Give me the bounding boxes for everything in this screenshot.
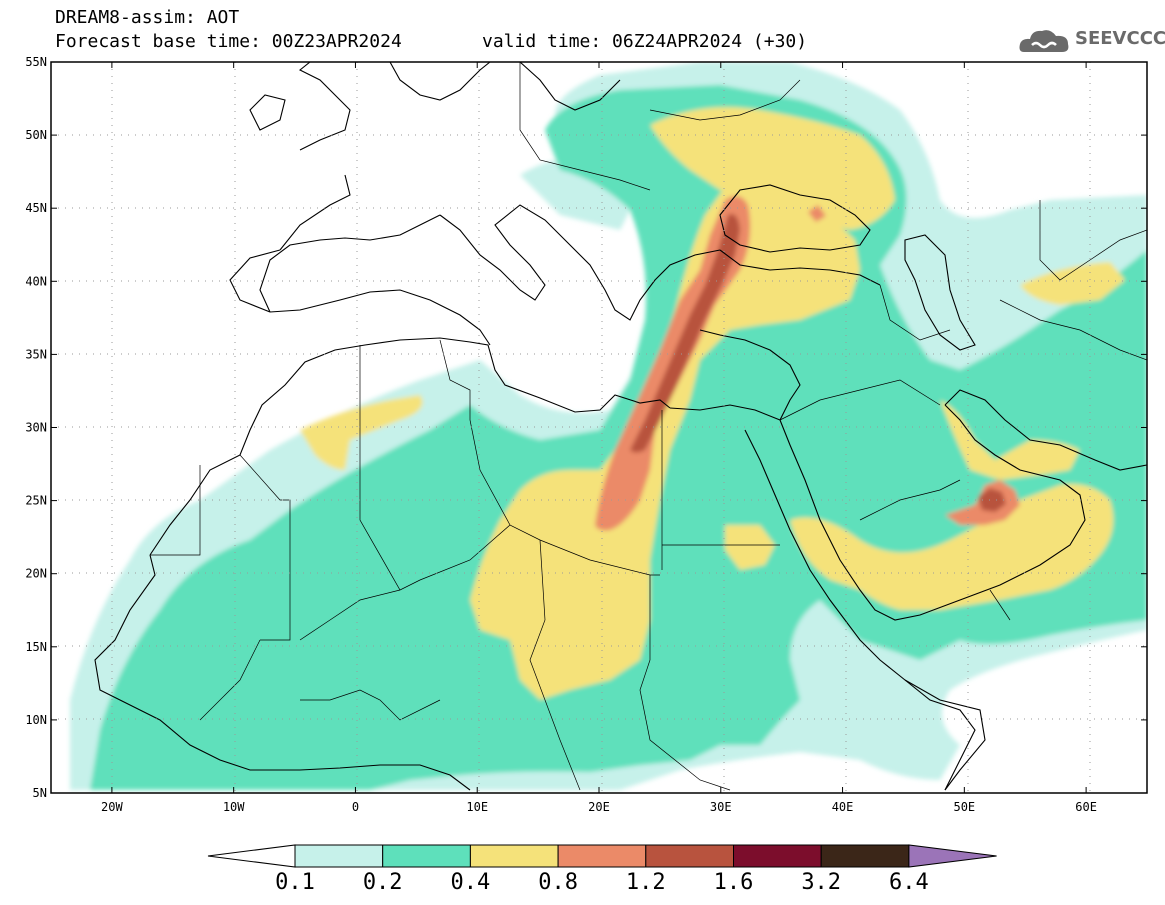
lon-label: 50E bbox=[953, 800, 975, 814]
lon-label: 30E bbox=[710, 800, 732, 814]
lat-label: 30N bbox=[25, 421, 47, 435]
colorbar-swatch bbox=[469, 844, 559, 868]
seevccc-logo: SEEVCCC bbox=[1075, 28, 1165, 49]
colorbar-label: 1.6 bbox=[714, 870, 754, 895]
colorbar-label: 0.4 bbox=[451, 870, 491, 895]
lon-label: 0 bbox=[352, 800, 359, 814]
aot-band-0.4-gulf bbox=[940, 400, 1080, 480]
lon-label: 40E bbox=[832, 800, 854, 814]
colorbar-label: 0.1 bbox=[275, 870, 315, 895]
aot-band-1.2-plume bbox=[630, 214, 740, 453]
latitude-ticks: 55N 50N 45N 40N 35N 30N 25N 20N 15N 10N 5N bbox=[25, 55, 1147, 800]
colorbar-over-arrow bbox=[908, 844, 997, 868]
graticule bbox=[51, 62, 1147, 793]
colorbar-swatch bbox=[382, 844, 471, 868]
valid-time: valid time: 06Z24APR2024 (+30) bbox=[482, 31, 808, 52]
lat-label: 5N bbox=[33, 786, 47, 800]
lat-label: 25N bbox=[25, 494, 47, 508]
longitude-ticks: 20W 10W 0 10E 20E 30E 40E 50E 60E bbox=[101, 62, 1097, 814]
colorbar-label: 0.8 bbox=[538, 870, 578, 895]
aot-field bbox=[51, 62, 1147, 793]
colorbar-swatch bbox=[645, 844, 734, 868]
lat-label: 50N bbox=[25, 128, 47, 142]
colorbar-label: 6.4 bbox=[889, 870, 929, 895]
aot-band-0.4-main bbox=[470, 180, 860, 700]
colorbar-label: 3.2 bbox=[801, 870, 841, 895]
colorbar-swatch bbox=[557, 844, 647, 868]
lat-label: 35N bbox=[25, 347, 47, 361]
lon-label: 60E bbox=[1075, 800, 1097, 814]
lat-label: 45N bbox=[25, 201, 47, 215]
lon-label: 10E bbox=[466, 800, 488, 814]
colorbar: 0.1 0.2 0.4 0.8 1.2 1.6 3.2 6.4 bbox=[207, 844, 997, 895]
aot-band-0.4-sudan bbox=[725, 525, 775, 570]
colorbar-swatch bbox=[294, 844, 384, 868]
colorbar-under-arrow bbox=[207, 844, 296, 868]
lon-label: 10W bbox=[223, 800, 245, 814]
colorbar-label: 0.2 bbox=[363, 870, 403, 895]
lon-label: 20W bbox=[101, 800, 123, 814]
lon-label: 20E bbox=[588, 800, 610, 814]
lat-label: 40N bbox=[25, 274, 47, 288]
colorbar-swatch bbox=[820, 844, 910, 868]
coastlines bbox=[94, 62, 1147, 791]
aot-band-0.4-sahara bbox=[300, 395, 423, 470]
lat-label: 10N bbox=[25, 713, 47, 727]
aot-band-0.8-black-sea bbox=[808, 205, 826, 222]
colorbar-label: 1.2 bbox=[626, 870, 666, 895]
forecast-base-time: Forecast base time: 00Z23APR2024 bbox=[55, 31, 402, 52]
map-title: DREAM8-assim: AOT bbox=[55, 7, 240, 28]
lat-label: 55N bbox=[25, 55, 47, 69]
lat-label: 15N bbox=[25, 640, 47, 654]
aot-band-0.4-arabia bbox=[790, 484, 1114, 610]
aot-band-0.4-caspian bbox=[1020, 262, 1125, 305]
cloud-icon bbox=[1019, 30, 1069, 52]
aot-band-1.2-gulf bbox=[978, 488, 1006, 512]
colorbar-swatch bbox=[733, 844, 822, 868]
aot-band-0.4-ukraine bbox=[650, 107, 895, 230]
lat-label: 20N bbox=[25, 567, 47, 581]
